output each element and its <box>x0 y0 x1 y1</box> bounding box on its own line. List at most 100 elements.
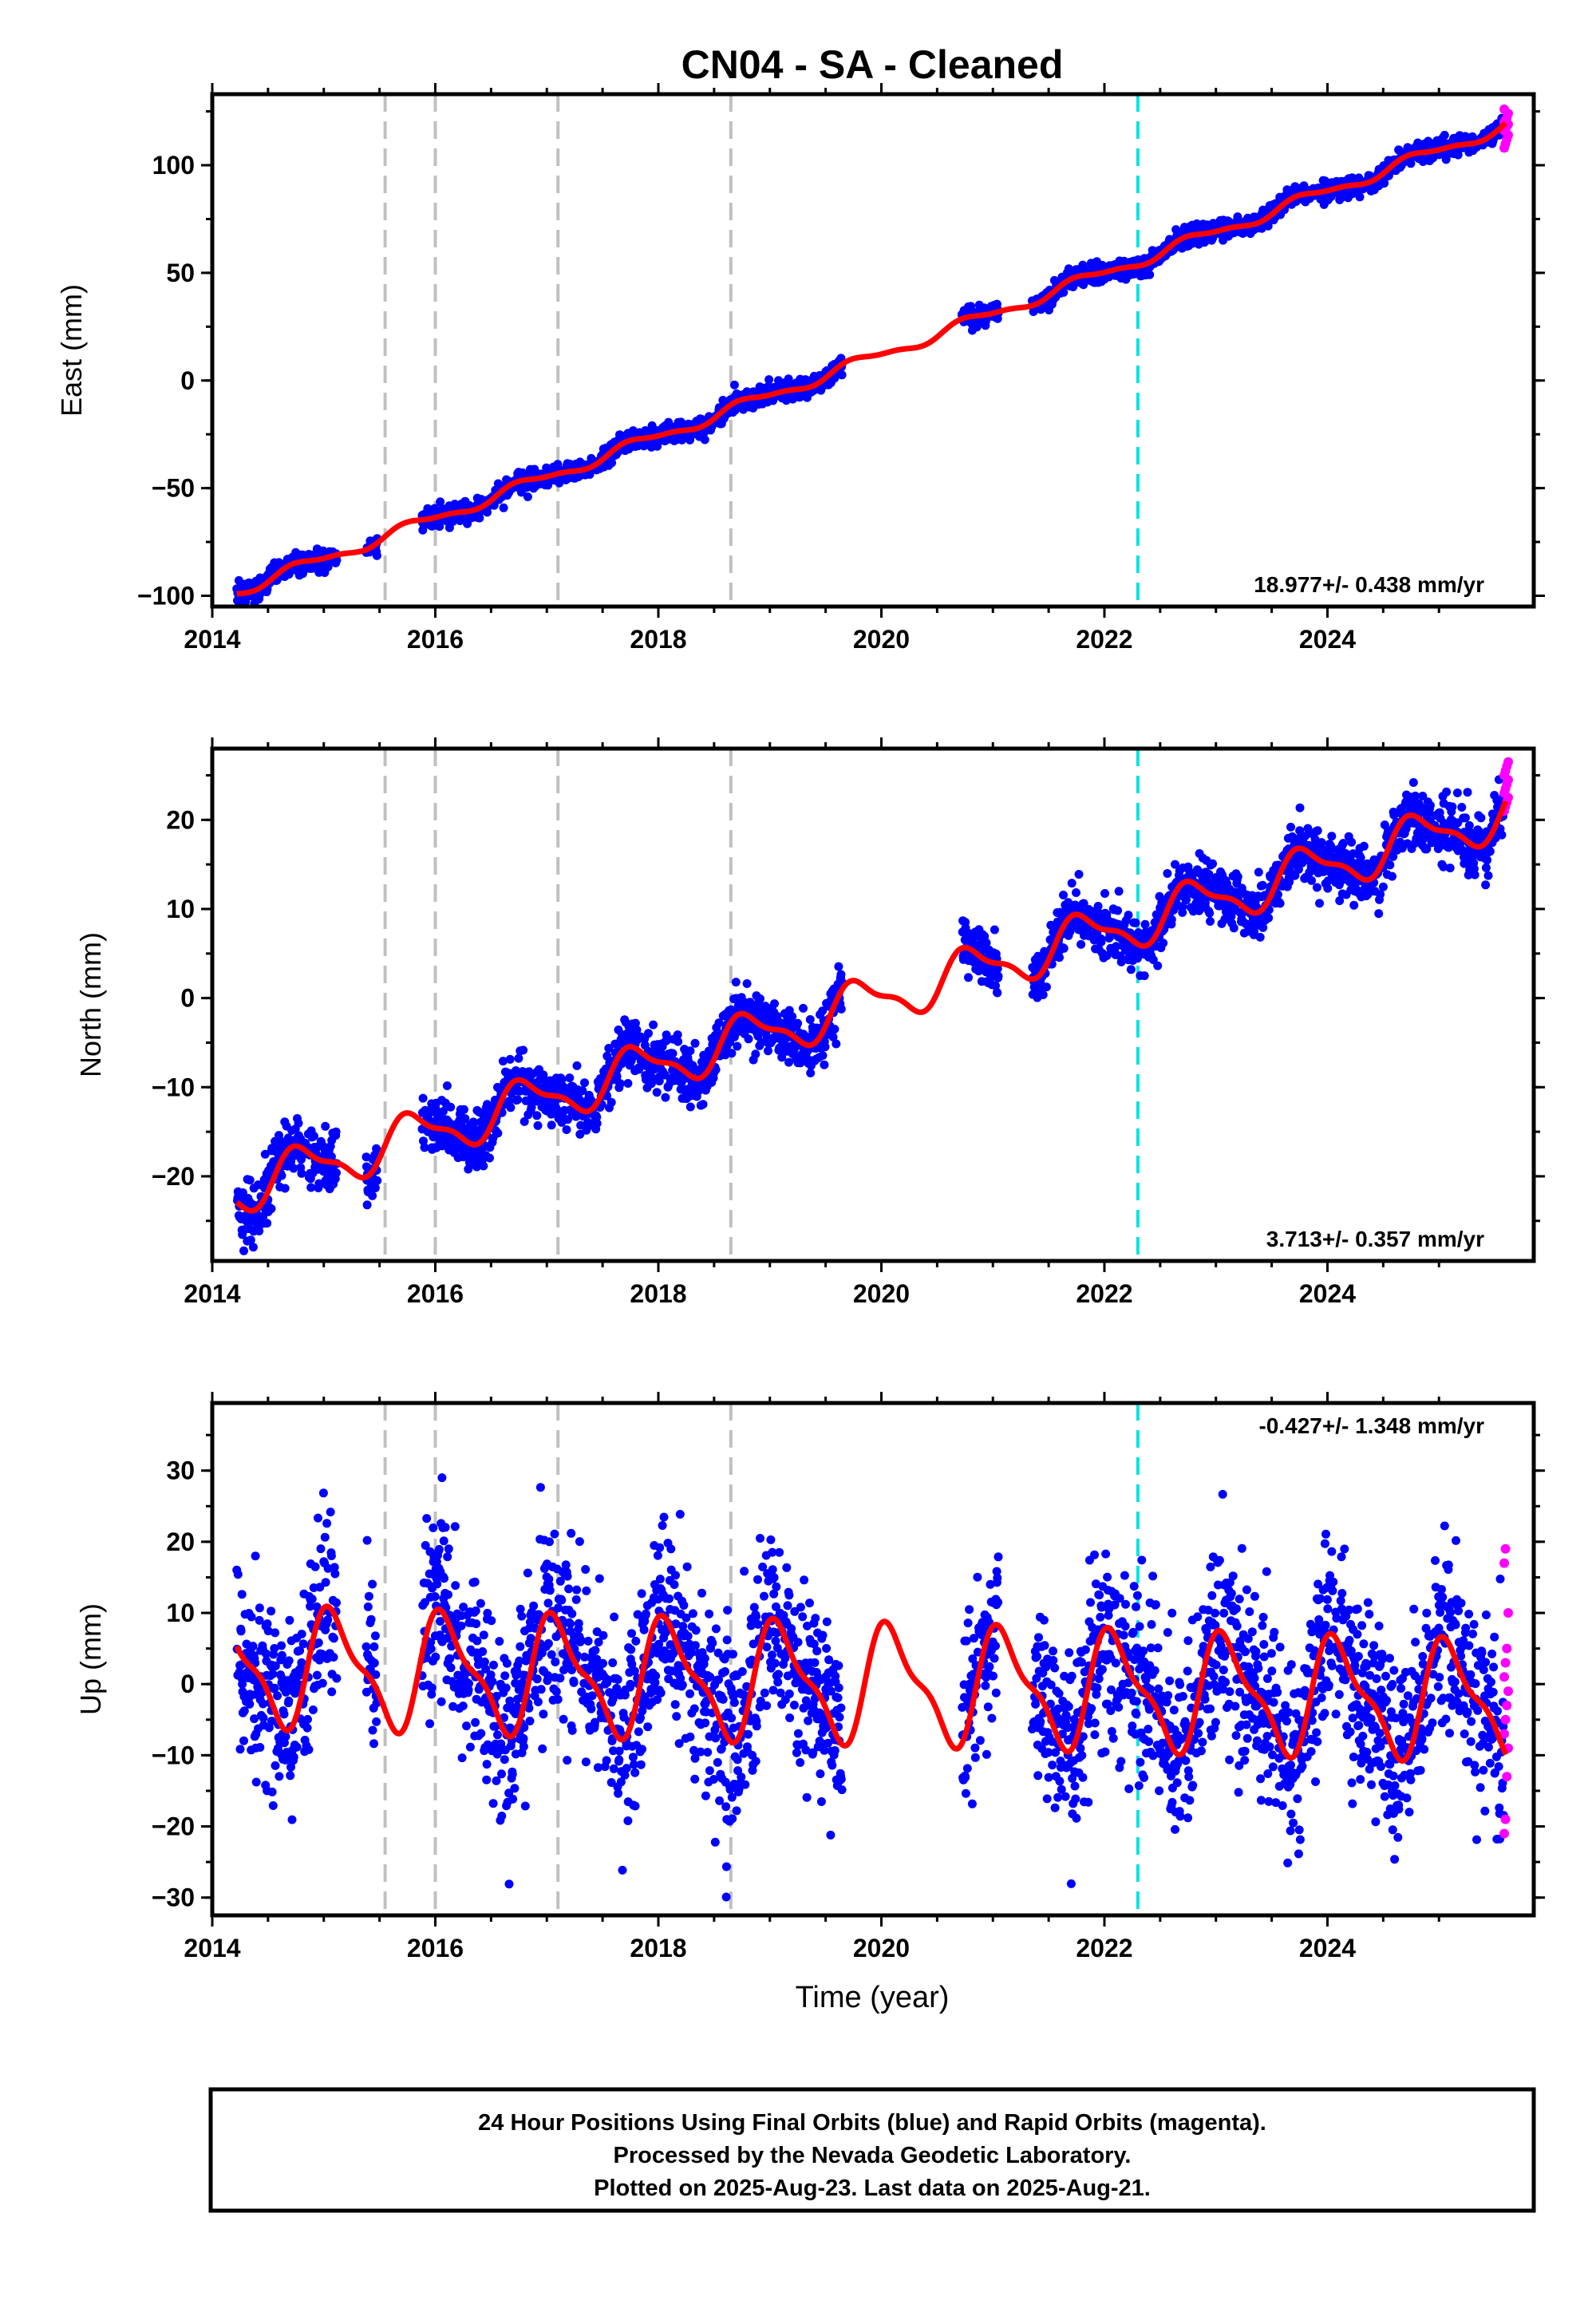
data-point <box>764 375 774 385</box>
data-point <box>830 1025 839 1034</box>
data-point <box>1356 853 1365 863</box>
data-point <box>1327 832 1337 841</box>
data-point <box>1254 868 1263 877</box>
data-point <box>1182 895 1191 905</box>
data-point <box>1163 869 1172 878</box>
data-point <box>436 497 445 507</box>
data-point <box>1159 939 1168 948</box>
x-tick-label: 2022 <box>1076 625 1132 654</box>
data-point <box>1385 860 1395 870</box>
data-point <box>592 1119 602 1128</box>
data-point <box>289 1164 298 1173</box>
data-point <box>805 1015 815 1024</box>
data-point <box>523 492 532 501</box>
data-point <box>580 1078 589 1088</box>
data-point <box>263 1219 272 1228</box>
data-point <box>565 1073 575 1083</box>
data-point <box>532 1111 542 1120</box>
data-point <box>674 1037 683 1046</box>
final-orbit-points-north <box>233 775 1508 1255</box>
data-point <box>1312 883 1321 892</box>
data-point <box>1323 883 1333 893</box>
data-point <box>1096 937 1106 947</box>
data-point <box>254 1180 263 1190</box>
data-point <box>562 1125 571 1134</box>
data-point <box>1255 932 1265 942</box>
data-point <box>764 1046 772 1056</box>
data-point <box>1434 843 1444 852</box>
data-point <box>1206 917 1215 926</box>
data-point <box>1205 908 1215 918</box>
data-point <box>1374 909 1384 919</box>
data-point <box>370 1184 380 1192</box>
data-point <box>1074 870 1084 879</box>
data-point <box>836 970 846 979</box>
data-point <box>837 370 847 380</box>
y-tick-label: 100 <box>152 151 195 180</box>
data-point <box>834 962 843 971</box>
data-point <box>1140 971 1149 981</box>
data-point <box>1145 270 1155 279</box>
data-point <box>493 1128 503 1138</box>
data-point <box>547 1120 556 1130</box>
data-point <box>460 1114 470 1124</box>
panels: 2014 2016 2018 2020 2022 2024−100−50050100Eas… <box>55 83 1545 1962</box>
data-point <box>506 1103 516 1113</box>
data-point <box>255 1227 264 1235</box>
data-point <box>1113 906 1123 915</box>
data-point <box>499 503 508 512</box>
data-point <box>485 1153 494 1163</box>
data-point <box>1059 287 1069 297</box>
data-point <box>420 1143 429 1152</box>
data-point <box>742 979 752 988</box>
data-point <box>326 1152 336 1161</box>
data-point <box>1229 923 1238 933</box>
x-tick-label: 2024 <box>1299 625 1356 654</box>
rapid-point <box>1499 104 1509 114</box>
data-point <box>1114 887 1124 896</box>
data-point <box>1153 961 1163 970</box>
data-point <box>331 1127 341 1136</box>
data-point <box>1131 918 1140 927</box>
data-point <box>332 1168 341 1178</box>
y-axis-label-east: East (mm) <box>55 284 88 417</box>
data-point <box>1441 155 1451 164</box>
data-point <box>294 1118 303 1128</box>
data-point <box>698 1100 708 1109</box>
data-point <box>661 1093 670 1102</box>
y-tick-label: −100 <box>137 582 195 611</box>
data-point <box>994 971 1003 981</box>
data-point <box>1307 875 1316 885</box>
data-point <box>368 1191 377 1200</box>
y-tick-label: −50 <box>152 474 195 503</box>
data-point <box>314 1179 324 1188</box>
data-point <box>513 1095 523 1105</box>
data-point <box>297 1168 306 1178</box>
data-point <box>246 1235 255 1245</box>
data-point <box>649 1020 658 1030</box>
data-point <box>572 1061 582 1070</box>
data-point <box>323 562 333 571</box>
data-point <box>1295 803 1305 812</box>
data-point <box>321 1121 330 1131</box>
data-point <box>260 1149 270 1159</box>
data-point <box>306 1183 316 1192</box>
data-point <box>277 1171 286 1180</box>
data-point <box>1038 990 1048 999</box>
data-point <box>836 1004 846 1014</box>
data-point <box>435 522 444 532</box>
data-point <box>606 1097 616 1107</box>
data-point <box>1264 913 1274 923</box>
data-point <box>1140 919 1150 929</box>
panel-north: 2014 2016 2018 2020 2022 2024−20−1001020North… <box>74 737 1545 1308</box>
data-point <box>1067 879 1077 888</box>
data-point <box>514 1053 523 1063</box>
data-point <box>1077 939 1086 949</box>
data-point <box>459 1105 468 1114</box>
data-point <box>479 1161 488 1171</box>
data-point <box>993 988 1002 998</box>
data-point <box>690 1038 700 1048</box>
data-point <box>245 1176 255 1185</box>
data-point <box>1233 212 1242 222</box>
data-point <box>1233 872 1242 882</box>
